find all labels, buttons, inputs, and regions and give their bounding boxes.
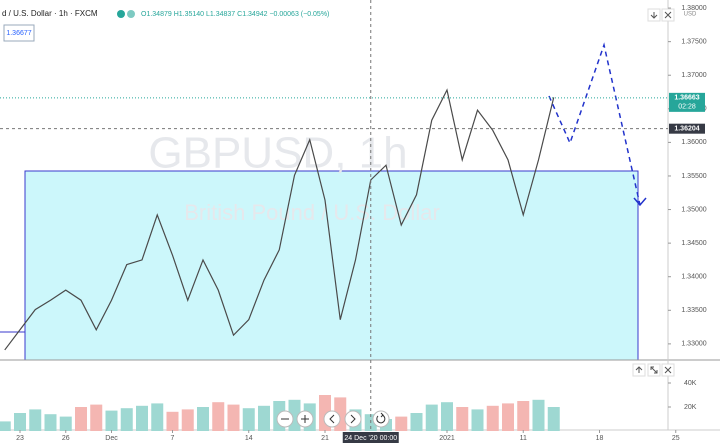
volume-bar (242, 408, 255, 431)
sell-button[interactable] (117, 10, 125, 18)
arrow-icon (635, 366, 643, 373)
x-tick-label: 23 (16, 435, 24, 442)
forecast-path[interactable] (548, 42, 641, 206)
watermark-subtitle: British Pound / U.S. Dollar (184, 200, 440, 225)
x-tick-label: 21 (321, 435, 329, 442)
volume-bar (258, 405, 270, 431)
plus-icon (301, 415, 309, 423)
scroll-left-button[interactable] (323, 410, 341, 428)
volume-bar (151, 403, 164, 431)
x-tick-label: 18 (596, 435, 604, 442)
left-icon (329, 414, 335, 424)
volume-tick-label: 20K (684, 404, 697, 411)
y-tick-label: 1.33500 (681, 307, 706, 314)
crosshair-time-label: 24 Dec '20 00:00 (344, 435, 397, 442)
y-tick-label: 1.34500 (681, 240, 706, 247)
y-tick-label: 1.37500 (681, 38, 706, 45)
header-bg (0, 6, 300, 22)
volume-bar (136, 405, 148, 431)
close-icon (664, 11, 672, 19)
volume-bar (44, 414, 57, 431)
y-tick-label: 1.34000 (681, 274, 706, 281)
x-tick-label: 11 (520, 435, 527, 442)
forecast-arrow (633, 197, 647, 207)
last-price-label: 1.36663 (674, 95, 699, 102)
y-tick-label: 1.35000 (681, 206, 706, 213)
marks (0, 88, 560, 431)
maximize-icon (650, 366, 658, 374)
volume-bar (532, 399, 545, 431)
right-icon (350, 414, 356, 424)
volume-bar (471, 409, 484, 431)
left-label: 1.36677 (6, 30, 31, 37)
volume-bar (29, 409, 42, 431)
x-tick-label: 26 (62, 435, 70, 442)
volume-bar (395, 416, 408, 431)
symbol-title[interactable]: d / U.S. Dollar · 1h · FXCM (2, 9, 98, 18)
x-tick-label: Dec (105, 435, 118, 442)
reset-icon (376, 412, 386, 424)
buy-button[interactable] (127, 10, 135, 18)
crosshair-time-tag (342, 432, 399, 443)
volume-bar (120, 408, 133, 431)
volume-bar (486, 405, 499, 431)
volume-bar (197, 407, 209, 431)
volume-bar (227, 404, 240, 431)
x-tick-label: 2021 (439, 435, 455, 442)
x-tick-label: 14 (245, 435, 253, 442)
ohlc-values: O1.34879 H1.35140 L1.34837 C1.34942 −0.0… (141, 11, 329, 18)
navigation-icons (281, 412, 386, 424)
watermark: GBPUSD, 1h (148, 129, 407, 178)
y-tick-label: 1.35500 (681, 173, 706, 180)
volume-bar (441, 402, 453, 431)
countdown-label: 02:28 (678, 104, 696, 111)
close-icon (664, 366, 672, 374)
price-line (4, 88, 555, 351)
y-tick-label: 1.38000 (681, 5, 706, 12)
volume-bar (456, 407, 469, 431)
scroll-right-button[interactable] (344, 410, 362, 428)
volume-bar (181, 409, 194, 431)
volume-bar (517, 401, 530, 431)
volume-bar (410, 413, 423, 431)
volume-bar (59, 416, 72, 431)
currency-label: USD (684, 12, 697, 18)
x-tick-label: 7 (171, 435, 175, 442)
volume-bar (212, 402, 225, 431)
volume-bar (90, 404, 103, 431)
crosshair-price-label: 1.36204 (674, 126, 699, 133)
volume-bar (14, 413, 26, 431)
arrow-icon (650, 12, 658, 19)
volume-bar (502, 403, 514, 431)
y-tick-label: 1.36000 (681, 139, 706, 146)
volume-bar (105, 410, 118, 431)
rectangle-drawing[interactable] (24, 170, 639, 361)
volume-bar (547, 407, 560, 431)
y-tick-label: 1.33000 (681, 341, 706, 348)
x-tick-label: 25 (672, 435, 680, 442)
volume-tick-label: 40K (684, 380, 697, 387)
pane-buttons (632, 8, 675, 377)
volume-bar (166, 411, 179, 431)
volume-bar (425, 404, 438, 431)
crosshair-price-tag (669, 123, 705, 134)
volume-bar (0, 421, 11, 431)
y-tick-label: 1.37000 (681, 72, 706, 79)
left-label-box (3, 24, 35, 42)
reset-button[interactable] (372, 410, 390, 428)
last-price-tag (669, 92, 705, 112)
volume-bar (75, 407, 87, 431)
